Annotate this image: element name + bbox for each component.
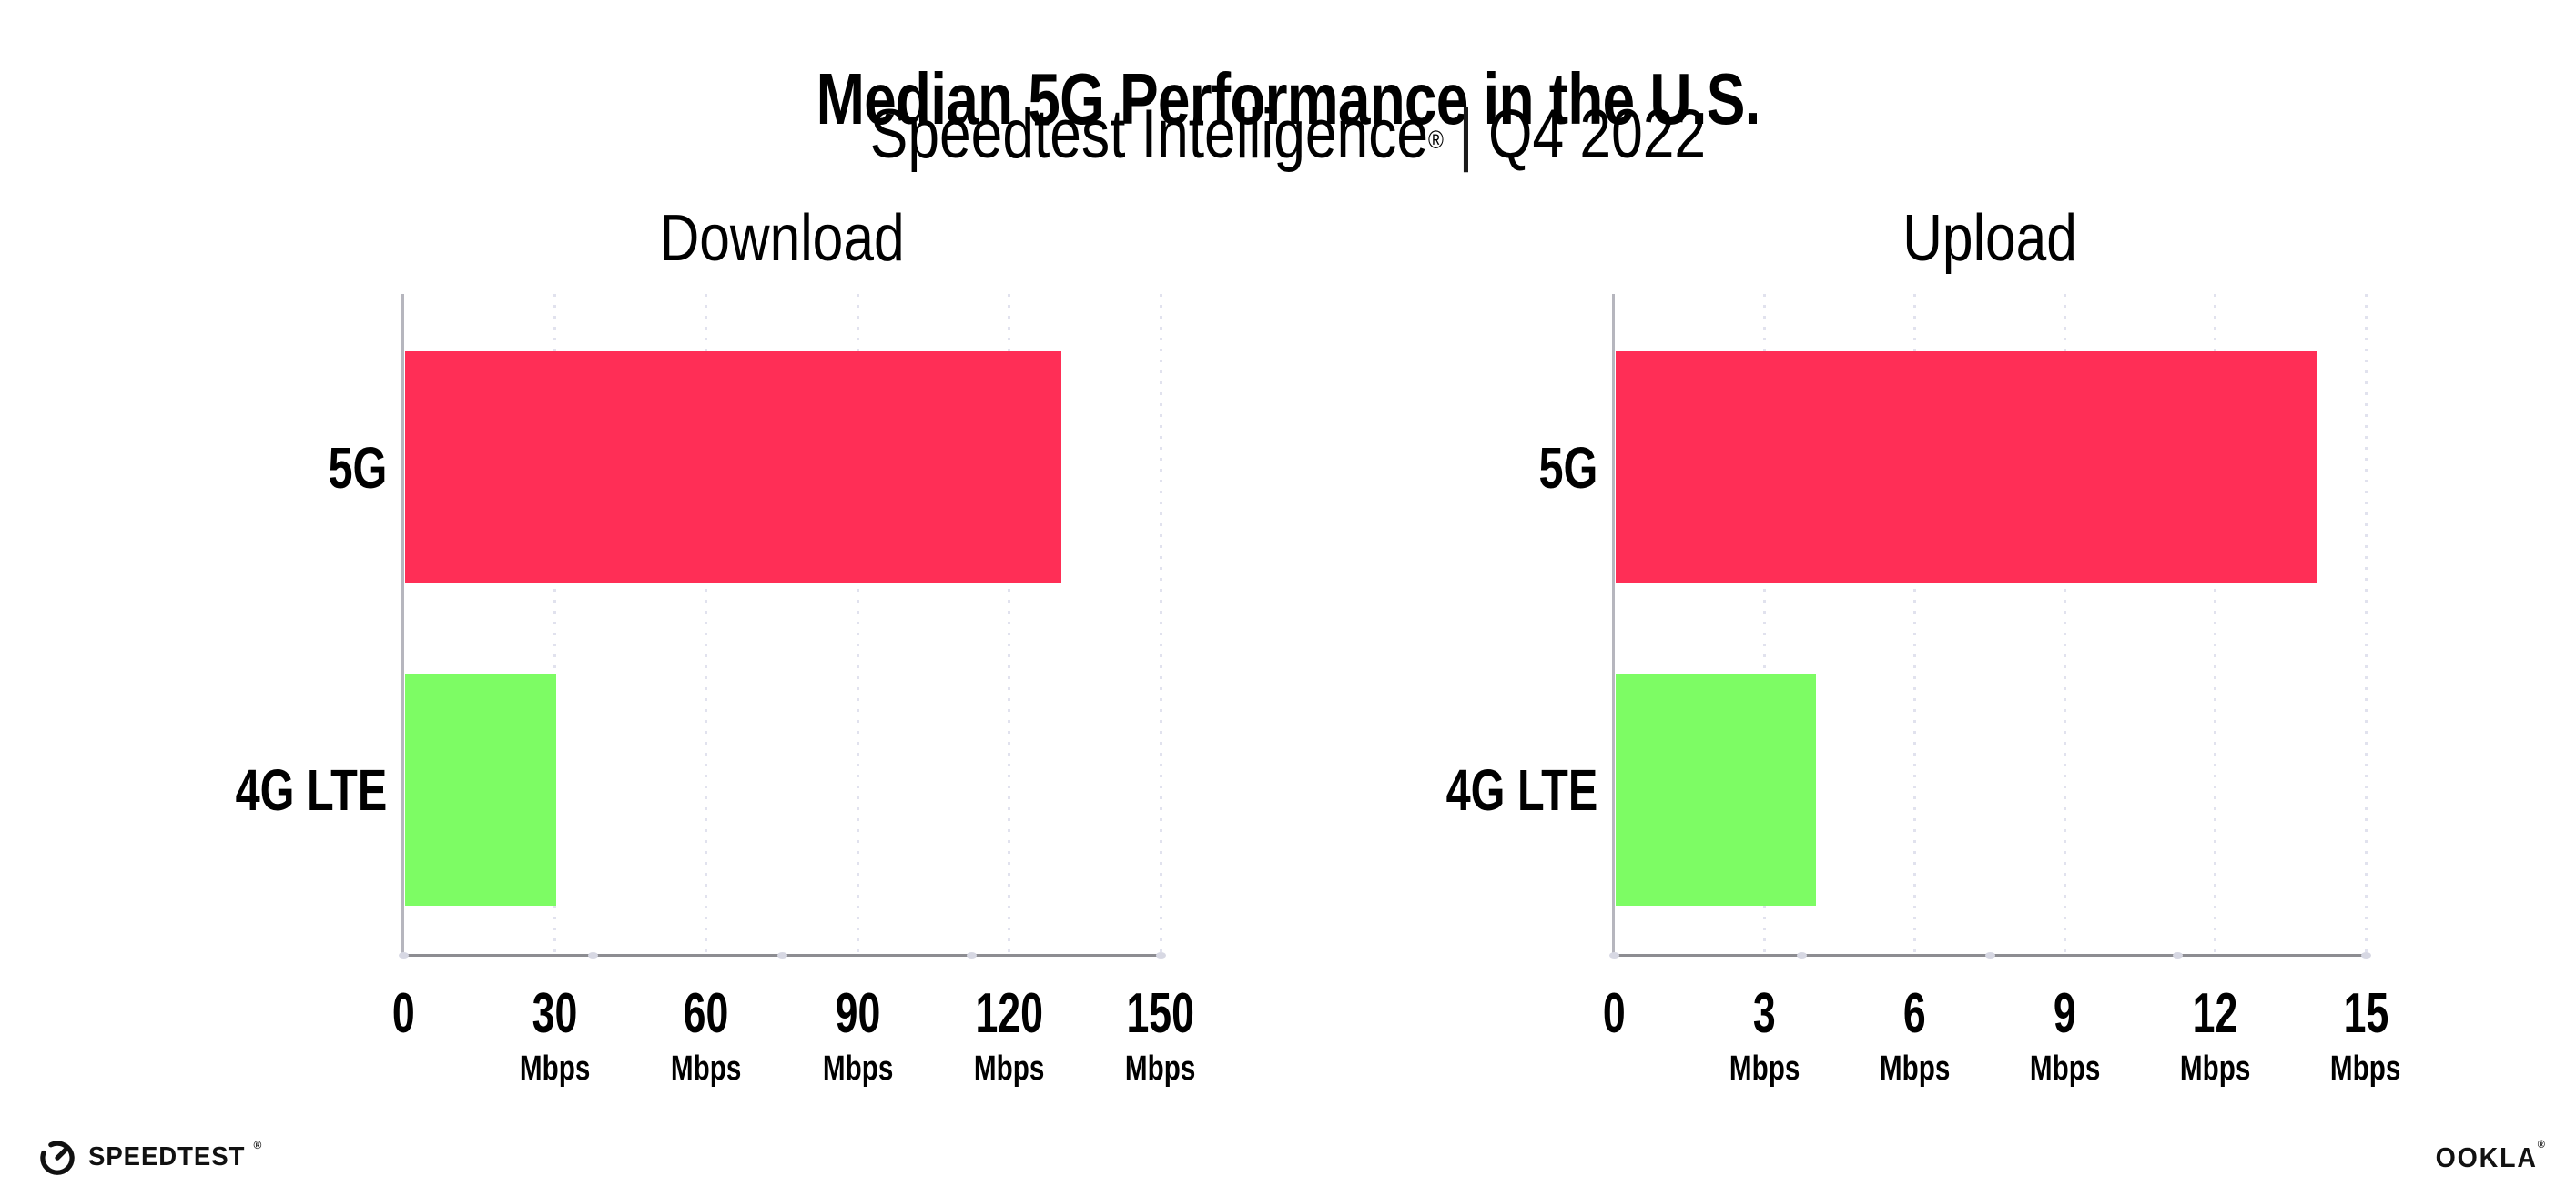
y-axis xyxy=(401,294,404,954)
gridline xyxy=(1762,294,1766,954)
x-tick-unit: Mbps xyxy=(1956,1047,2175,1090)
x-tick-label-text: 60 xyxy=(683,982,729,1045)
x-tick-label-text: 6 xyxy=(1902,982,1926,1045)
category-label-4g-lte-text: 4G LTE xyxy=(1445,756,1597,823)
chart-title-text: Upload xyxy=(1902,202,2077,275)
subtitle-brand: Speedtest Intelligence xyxy=(869,96,1429,173)
x-tick-label-text: 3 xyxy=(1752,982,1776,1045)
gridline xyxy=(2064,294,2067,954)
bar-4g-lte xyxy=(1616,674,1817,906)
x-tick-label-text: 30 xyxy=(532,982,578,1045)
axis-tick-dot xyxy=(1608,952,1619,959)
x-tick-label: 120 xyxy=(900,979,1119,1050)
x-tick-unit: Mbps xyxy=(748,1047,967,1090)
x-tick-unit-text: Mbps xyxy=(973,1050,1045,1088)
gridline xyxy=(2364,294,2368,954)
ookla-logo: OOKLA® xyxy=(2426,1138,2547,1174)
gridline xyxy=(1912,294,1916,954)
x-tick-unit-text: Mbps xyxy=(1879,1050,1951,1088)
x-tick-label-text: 12 xyxy=(2192,982,2238,1045)
gridline xyxy=(1159,294,1162,954)
x-tick-label-text: 0 xyxy=(391,982,415,1045)
x-tick-unit: Mbps xyxy=(1805,1047,2023,1090)
speedtest-logo: SPEEDTEST ® xyxy=(36,1136,262,1178)
speedtest-gauge-icon xyxy=(40,1141,75,1175)
x-tick-label: 0 xyxy=(1505,979,1723,1050)
x-tick-label: 150 xyxy=(1051,979,1270,1050)
ookla-registered-mark: ® xyxy=(2538,1138,2547,1151)
category-label-5g-text: 5G xyxy=(328,434,387,501)
gridline xyxy=(1008,294,1011,954)
bar-5g xyxy=(405,351,1062,583)
x-tick-label: 15 xyxy=(2257,979,2475,1050)
x-tick-label-text: 0 xyxy=(1602,982,1626,1045)
category-label-4g-lte: 4G LTE xyxy=(0,753,387,827)
registered-mark: ® xyxy=(1428,126,1445,154)
gridline xyxy=(856,294,859,954)
gridline xyxy=(553,294,556,954)
axis-tick-dot xyxy=(1984,952,1995,959)
gridline xyxy=(705,294,708,954)
category-label-5g: 5G xyxy=(0,431,387,505)
subtitle-separator: | xyxy=(1458,96,1474,173)
x-tick-label: 6 xyxy=(1805,979,2023,1050)
x-tick-unit-text: Mbps xyxy=(519,1050,591,1088)
category-label-5g: 5G xyxy=(1179,431,1597,505)
x-tick-unit-text: Mbps xyxy=(671,1050,742,1088)
x-tick-label: 0 xyxy=(294,979,512,1050)
speedtest-wordmark: SPEEDTEST ® xyxy=(88,1138,263,1172)
x-tick-unit-text: Mbps xyxy=(1729,1050,1800,1088)
axis-tick-dot xyxy=(2360,952,2371,959)
x-tick-unit: Mbps xyxy=(900,1047,1119,1090)
x-tick-unit-text: Mbps xyxy=(2330,1050,2401,1088)
subtitle-period: Q4 2022 xyxy=(1488,96,1707,173)
axis-tick-dot xyxy=(1797,952,1807,959)
axis-tick-dot xyxy=(966,952,977,959)
category-label-5g-text: 5G xyxy=(1538,434,1597,501)
x-tick-label: 12 xyxy=(2106,979,2325,1050)
x-tick-label-text: 120 xyxy=(975,982,1043,1045)
x-tick-label-text: 9 xyxy=(2054,982,2077,1045)
x-tick-label: 90 xyxy=(748,979,967,1050)
axis-tick-dot xyxy=(1155,952,1166,959)
x-tick-label: 9 xyxy=(1956,979,2175,1050)
x-tick-label-text: 150 xyxy=(1126,982,1195,1045)
x-tick-label: 3 xyxy=(1655,979,1873,1050)
axis-tick-dot xyxy=(587,952,598,959)
speedtest-registered-mark: ® xyxy=(253,1138,263,1151)
axis-tick-dot xyxy=(776,952,787,959)
page-title-text: Median 5G Performance in the U.S. xyxy=(816,57,1761,139)
x-tick-unit: Mbps xyxy=(597,1047,816,1090)
x-tick-unit: Mbps xyxy=(2106,1047,2325,1090)
axis-tick-dot xyxy=(2173,952,2183,959)
x-tick-unit-text: Mbps xyxy=(822,1050,893,1088)
x-tick-unit: Mbps xyxy=(1655,1047,1873,1090)
speedtest-wordmark-text: SPEEDTEST xyxy=(88,1141,246,1172)
bar-4g-lte xyxy=(405,674,557,906)
chart-title-text: Download xyxy=(659,202,905,275)
x-tick-label: 30 xyxy=(445,979,664,1050)
x-tick-unit: Mbps xyxy=(445,1047,664,1090)
x-tick-unit: Mbps xyxy=(1051,1047,1270,1090)
x-tick-unit-text: Mbps xyxy=(2180,1050,2251,1088)
bar-5g xyxy=(1616,351,2317,583)
category-label-4g-lte-text: 4G LTE xyxy=(235,756,387,823)
y-axis xyxy=(1612,294,1615,954)
ookla-wordmark-text: OOKLA xyxy=(2435,1141,2539,1173)
x-tick-label-text: 90 xyxy=(835,982,881,1045)
page-title: Median 5G Performance in the U.S. xyxy=(0,56,2576,142)
x-tick-unit: Mbps xyxy=(2257,1047,2475,1090)
chart-title: Upload xyxy=(1717,200,2263,277)
x-tick-unit-text: Mbps xyxy=(2029,1050,2101,1088)
category-label-4g-lte: 4G LTE xyxy=(1179,753,1597,827)
chart-title: Download xyxy=(509,200,1055,277)
x-tick-label: 60 xyxy=(597,979,816,1050)
axis-tick-dot xyxy=(398,952,409,959)
x-tick-label-text: 15 xyxy=(2343,982,2388,1045)
x-tick-unit-text: Mbps xyxy=(1125,1050,1196,1088)
page-subtitle: Speedtest Intelligence® | Q4 2022 xyxy=(0,93,2576,177)
gridline xyxy=(2214,294,2217,954)
